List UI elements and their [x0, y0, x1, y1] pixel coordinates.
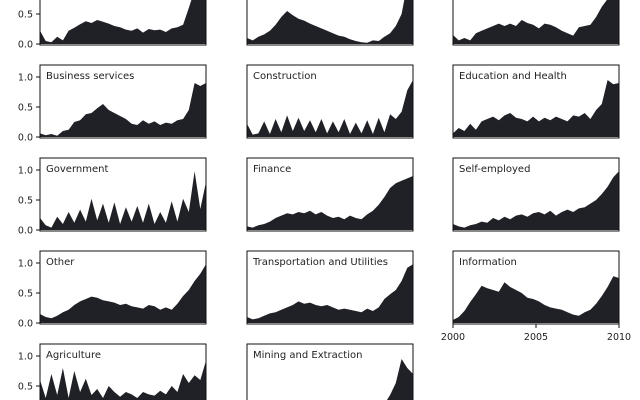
panel-construction: Construction — [246, 64, 414, 139]
y-tick-label: 1.0 — [18, 259, 33, 270]
area-series — [40, 264, 206, 323]
panel-information: Information 2000 2005 2010 — [441, 250, 631, 343]
panel-frame — [452, 157, 620, 232]
panel-other: Other 0.0 0.5 1.0 — [18, 250, 207, 330]
y-tick-label: 1.0 — [18, 166, 33, 177]
panel-title: Information — [459, 257, 517, 268]
panel-title: Self-employed — [459, 164, 530, 175]
area-series — [40, 171, 206, 230]
panel-frame — [452, 0, 620, 46]
panel-title: Education and Health — [459, 71, 567, 82]
area-series — [40, 360, 206, 400]
x-tick-label: 2005 — [524, 332, 548, 343]
panel-finance: Finance — [246, 157, 414, 232]
area-series — [453, 276, 619, 323]
y-tick-label: 0.0 — [18, 133, 33, 144]
y-tick-label: 1.0 — [18, 352, 33, 363]
panel-untitled-0: 0.0 0.5 — [18, 0, 207, 51]
area-series — [386, 359, 413, 400]
area-series — [40, 0, 206, 44]
panel-agriculture: Agriculture 0.5 1.0 — [18, 343, 207, 400]
panel-title: Mining and Extraction — [253, 350, 362, 361]
area-series — [247, 80, 413, 137]
panel-title: Transportation and Utilities — [252, 257, 388, 268]
area-series — [453, 0, 619, 44]
panel-title: Agriculture — [46, 350, 101, 361]
y-tick-label: 0.0 — [18, 226, 33, 237]
panel-mining-and-extraction: Mining and Extraction — [246, 343, 414, 400]
x-tick-label: 2010 — [607, 332, 631, 343]
area-series — [40, 83, 206, 137]
panel-business-services: Business services 0.0 0.5 1.0 — [18, 64, 207, 144]
area-series — [247, 264, 413, 323]
x-tick-label: 2000 — [441, 332, 465, 343]
panel-title: Other — [46, 257, 75, 268]
panel-frame — [39, 157, 207, 232]
y-tick-label: 0.5 — [18, 103, 33, 114]
panel-title: Finance — [253, 164, 291, 175]
y-tick-label: 0.5 — [18, 196, 33, 207]
panel-title: Government — [46, 164, 108, 175]
panel-education-and-health: Education and Health — [452, 64, 620, 139]
panel-frame — [39, 343, 207, 400]
panel-self-employed: Self-employed — [452, 157, 620, 232]
panel-government: Government 0.0 0.5 1.0 — [18, 157, 207, 237]
panel-frame — [246, 64, 414, 139]
panel-title: Business services — [46, 71, 134, 82]
panel-frame — [246, 157, 414, 232]
panel-frame — [39, 64, 207, 139]
y-tick-label: 0.5 — [18, 289, 33, 300]
panel-title: Construction — [253, 71, 317, 82]
panel-transportation-and-utilities: Transportation and Utilities — [246, 250, 414, 325]
panel-untitled-1 — [246, 0, 414, 46]
y-tick-label: 1.0 — [18, 73, 33, 84]
panel-untitled-2 — [452, 0, 620, 46]
y-tick-label: 0.5 — [18, 10, 33, 21]
panel-frame — [39, 0, 207, 46]
panel-frame — [452, 64, 620, 139]
y-tick-label: 0.5 — [18, 382, 33, 393]
y-tick-label: 0.0 — [18, 319, 33, 330]
panel-frame — [246, 250, 414, 325]
panel-frame — [246, 0, 414, 46]
y-tick-label: 0.0 — [18, 40, 33, 51]
area-series — [247, 176, 413, 230]
panel-frame — [246, 343, 414, 400]
panel-frame — [39, 250, 207, 325]
area-series — [453, 80, 619, 137]
area-series — [247, 0, 413, 44]
area-series — [453, 171, 619, 230]
